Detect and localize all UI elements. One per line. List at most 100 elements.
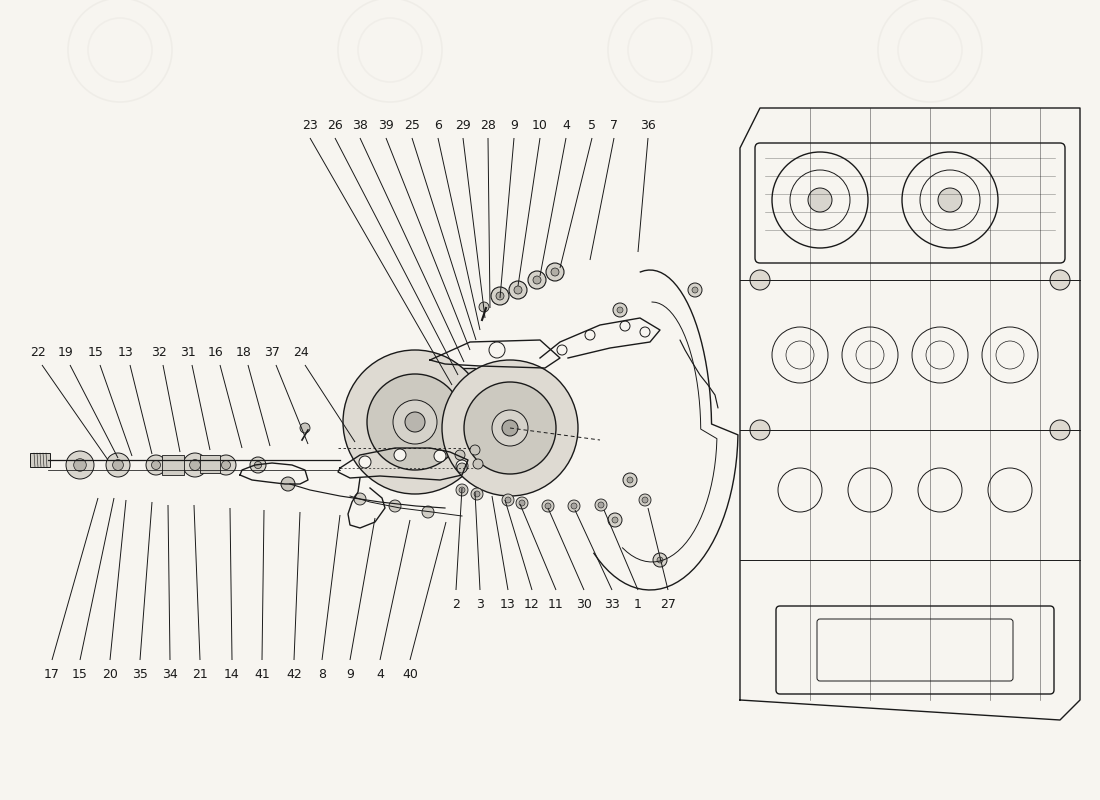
Circle shape <box>546 263 564 281</box>
Text: 22: 22 <box>30 346 46 359</box>
Circle shape <box>456 463 468 473</box>
Text: 19: 19 <box>58 346 74 359</box>
Circle shape <box>343 350 487 494</box>
Text: 24: 24 <box>293 346 309 359</box>
Circle shape <box>354 493 366 505</box>
Circle shape <box>542 500 554 512</box>
Circle shape <box>571 503 578 509</box>
Circle shape <box>620 321 630 331</box>
Circle shape <box>617 307 623 313</box>
Text: 11: 11 <box>548 598 564 611</box>
Bar <box>162 455 184 475</box>
Text: 39: 39 <box>378 119 394 132</box>
Text: 15: 15 <box>88 346 103 359</box>
Bar <box>390 399 469 411</box>
Circle shape <box>359 456 371 468</box>
Text: 23: 23 <box>302 119 318 132</box>
Circle shape <box>394 449 406 461</box>
Circle shape <box>623 473 637 487</box>
Circle shape <box>216 455 236 475</box>
Circle shape <box>585 330 595 340</box>
Text: 15: 15 <box>73 668 88 681</box>
Text: 35: 35 <box>132 668 147 681</box>
Circle shape <box>808 188 832 212</box>
Circle shape <box>653 553 667 567</box>
Circle shape <box>657 557 663 563</box>
Circle shape <box>519 500 525 506</box>
Circle shape <box>250 457 266 473</box>
Text: 18: 18 <box>236 346 252 359</box>
Circle shape <box>442 360 578 496</box>
Circle shape <box>640 327 650 337</box>
Circle shape <box>1050 420 1070 440</box>
Text: 25: 25 <box>404 119 420 132</box>
Text: 34: 34 <box>162 668 178 681</box>
Circle shape <box>496 292 504 300</box>
Text: 5: 5 <box>588 119 596 132</box>
Text: 6: 6 <box>434 119 442 132</box>
Text: 16: 16 <box>208 346 224 359</box>
Text: 12: 12 <box>524 598 540 611</box>
Circle shape <box>490 342 505 358</box>
Text: 8: 8 <box>318 668 326 681</box>
Circle shape <box>405 412 425 432</box>
Text: 1: 1 <box>634 598 642 611</box>
Circle shape <box>505 497 512 503</box>
Circle shape <box>502 420 518 436</box>
Circle shape <box>551 268 559 276</box>
Bar <box>385 368 475 476</box>
Text: 33: 33 <box>604 598 620 611</box>
Circle shape <box>598 502 604 508</box>
Circle shape <box>459 487 465 493</box>
Circle shape <box>456 484 468 496</box>
Text: 41: 41 <box>254 668 270 681</box>
Circle shape <box>692 287 698 293</box>
Bar <box>390 456 469 468</box>
Circle shape <box>613 303 627 317</box>
Circle shape <box>422 506 435 518</box>
Circle shape <box>938 188 962 212</box>
Text: 31: 31 <box>180 346 196 359</box>
Text: 4: 4 <box>376 668 384 681</box>
Circle shape <box>66 451 94 479</box>
Bar <box>390 380 469 392</box>
Text: 21: 21 <box>192 668 208 681</box>
Circle shape <box>642 497 648 503</box>
Circle shape <box>367 374 463 470</box>
Text: 4: 4 <box>562 119 570 132</box>
Circle shape <box>750 270 770 290</box>
Circle shape <box>639 494 651 506</box>
Circle shape <box>528 271 546 289</box>
Text: 20: 20 <box>102 668 118 681</box>
Circle shape <box>189 459 200 470</box>
Circle shape <box>152 461 161 470</box>
Circle shape <box>300 423 310 433</box>
Circle shape <box>608 513 622 527</box>
Text: 36: 36 <box>640 119 656 132</box>
Circle shape <box>595 499 607 511</box>
Circle shape <box>514 286 522 294</box>
Text: 9: 9 <box>510 119 518 132</box>
Text: 14: 14 <box>224 668 240 681</box>
Circle shape <box>1050 270 1070 290</box>
Circle shape <box>492 410 528 446</box>
Circle shape <box>112 459 123 470</box>
Circle shape <box>568 500 580 512</box>
Text: 13: 13 <box>118 346 134 359</box>
Circle shape <box>106 453 130 477</box>
Circle shape <box>389 500 402 512</box>
Circle shape <box>688 283 702 297</box>
Circle shape <box>491 287 509 305</box>
Text: 28: 28 <box>480 119 496 132</box>
Circle shape <box>393 400 437 444</box>
Circle shape <box>146 455 166 475</box>
Circle shape <box>434 450 446 462</box>
Text: 3: 3 <box>476 598 484 611</box>
Text: 13: 13 <box>500 598 516 611</box>
Circle shape <box>280 477 295 491</box>
Circle shape <box>502 494 514 506</box>
Circle shape <box>74 458 86 471</box>
Circle shape <box>509 281 527 299</box>
Text: 10: 10 <box>532 119 548 132</box>
Circle shape <box>534 276 541 284</box>
